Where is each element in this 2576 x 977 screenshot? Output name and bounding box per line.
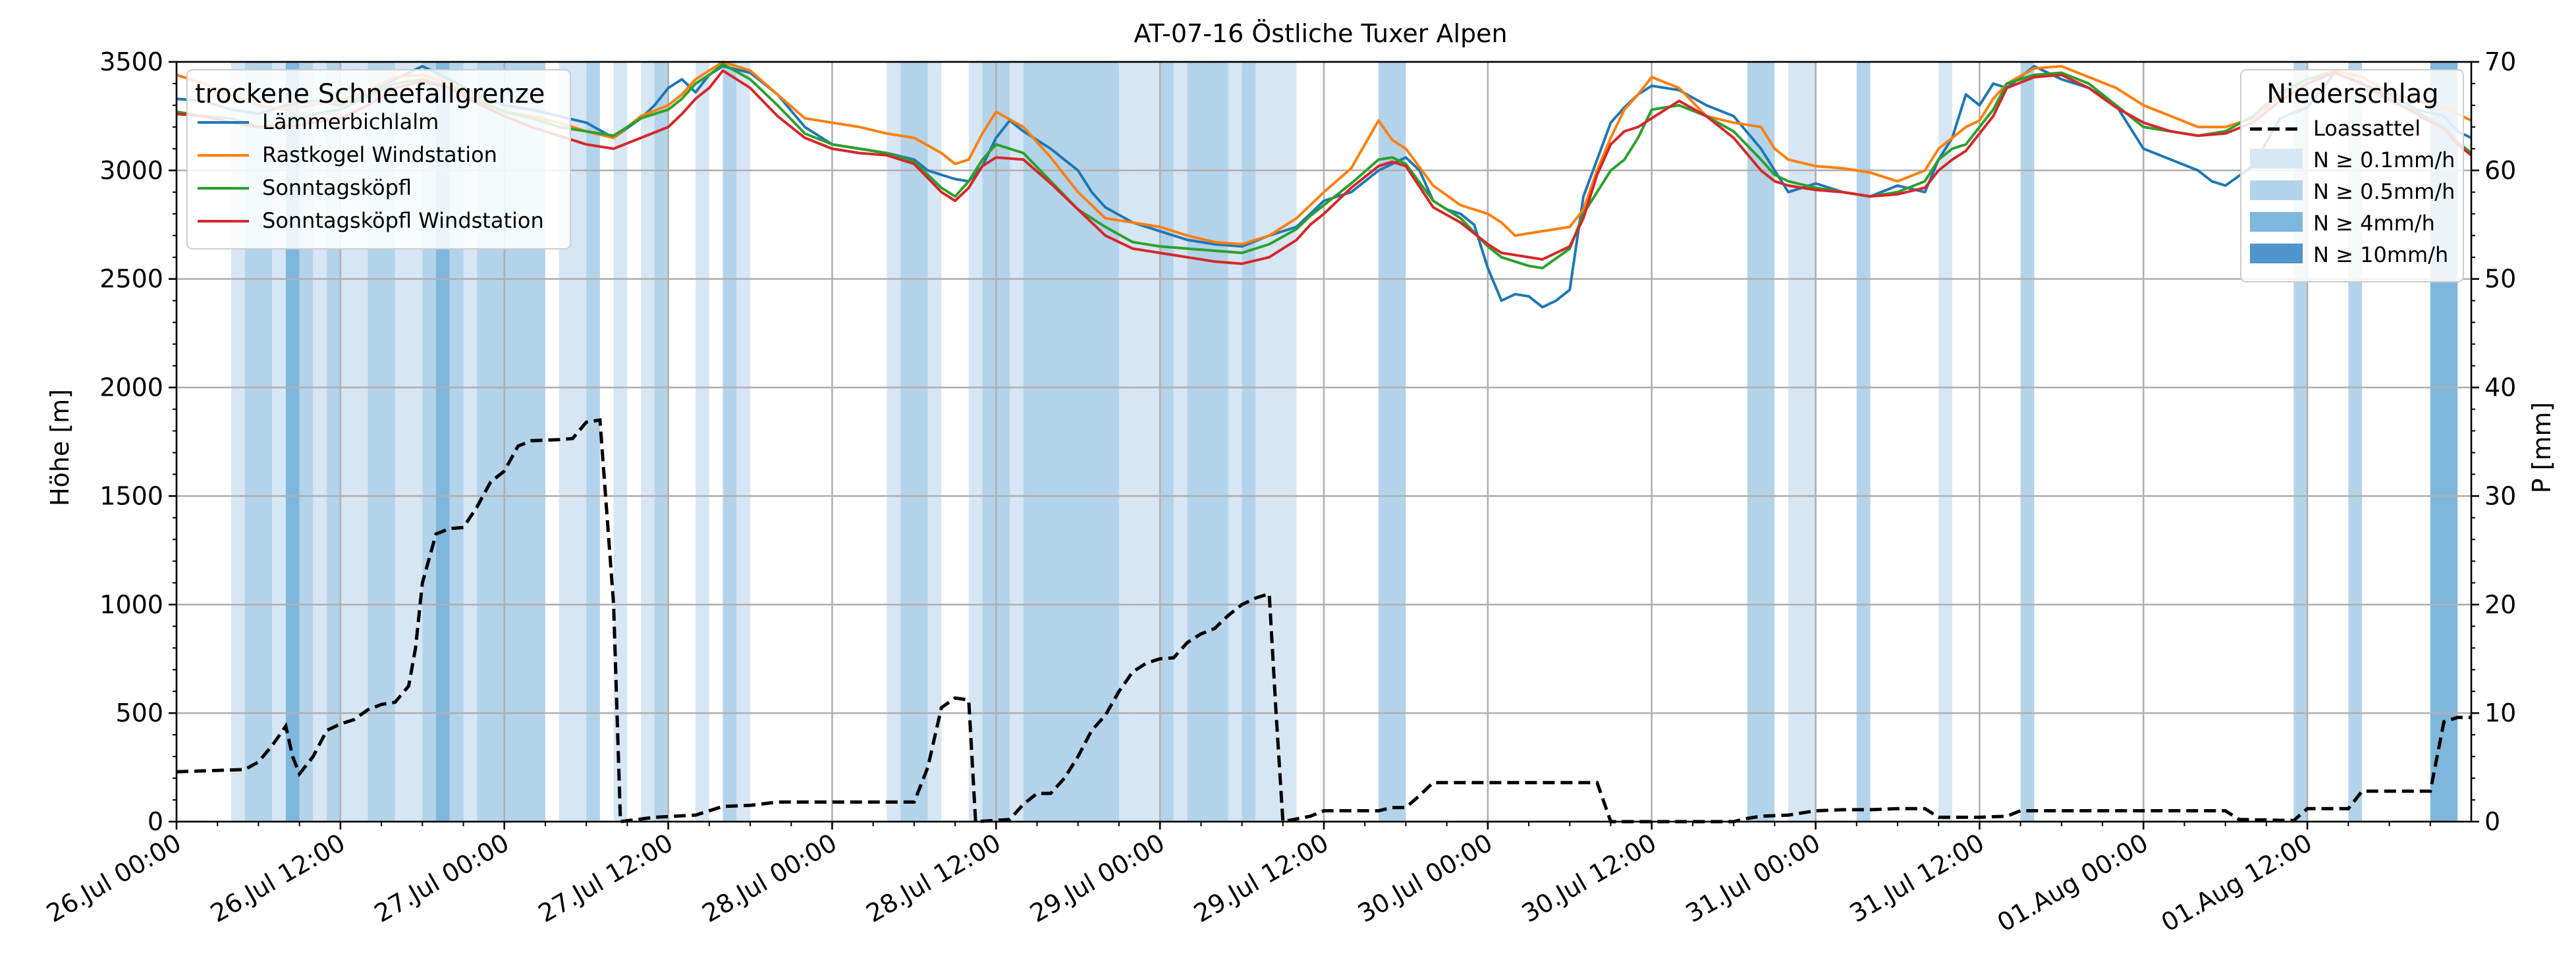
precip-band [463,62,478,822]
precip-band [436,62,450,822]
precip-band [1938,62,1952,822]
x-tick-label: 30.Jul 00:00 [1353,828,1497,928]
legend-entry: Loassattel [2313,116,2421,141]
precip-band [299,62,314,822]
x-tick-label: 26.Jul 12:00 [206,828,350,928]
series-line-l-mmerbichlalm [176,65,2472,309]
y2-tick-label: 70 [2484,47,2516,76]
x-tick-label: 01.Aug 12:00 [2156,828,2317,937]
precip-band [1132,62,1161,822]
precip-line-loassattel [176,418,2471,824]
legend-precip: Niederschlag Loassattel N ≥ 0.1mm/h N ≥ 0.5… [2240,69,2464,282]
precip-band [1118,62,1133,822]
legend-entry: N ≥ 0.5mm/h [2313,179,2455,204]
precip-band [1747,62,1775,822]
y2-tick-label: 60 [2484,156,2516,185]
precip-bands [231,62,2458,822]
x-tick-label: 29.Jul 00:00 [1025,828,1169,928]
precip-band [1242,62,1256,822]
x-tick-label: 31.Jul 12:00 [1845,828,1989,928]
x-tick-label: 30.Jul 12:00 [1517,828,1661,928]
y-tick-label: 3000 [99,156,163,185]
precip-band [927,62,942,822]
x-tick-label: 29.Jul 12:00 [1189,828,1333,928]
y2-tick-label: 0 [2484,807,2500,836]
precip-band [422,62,437,822]
x-tick-label: 01.Aug 00:00 [1992,828,2153,937]
precip-band [723,62,737,822]
x-tick-label: 26.Jul 00:00 [41,828,186,928]
precip-band [613,62,628,822]
precip-band [586,62,600,822]
precip-band [449,62,464,822]
chart-title: AT-07-16 Östliche Tuxer Alpen [1134,19,1507,48]
precip-band [1378,62,1406,822]
x-tick-label: 28.Jul 12:00 [861,828,1005,928]
precip-band [313,62,327,822]
precip-band [231,62,245,822]
legend-title: Niederschlag [2266,79,2438,109]
legend-entry: N ≥ 10mm/h [2313,242,2448,267]
legend-swatch [2250,180,2303,200]
y-tick-label: 2500 [99,265,163,294]
precip-band [736,62,750,822]
y-tick-label: 0 [148,807,163,836]
precip-band [968,62,983,822]
y2-tick-label: 30 [2484,481,2516,510]
y-tick-label: 3500 [99,47,163,76]
precip-band [1856,62,1871,822]
legend-entry: Rastkogel Windstation [262,142,497,167]
precip-band [654,62,669,822]
series-line-sonntagsk-pfl-windstation [176,69,2473,265]
legend-swatch [2250,149,2303,169]
y-tick-label: 1000 [99,590,163,619]
x-tick-label: 31.Jul 00:00 [1681,828,1825,928]
precip-band [1228,62,1242,822]
precip-band [696,62,709,822]
legend-entry: Sonntagsköpfl Windstation [262,208,544,233]
legend-title: trockene Schneefallgrenze [195,79,545,109]
precip-band [1187,62,1228,822]
legend-entry: Sonntagsköpfl [262,175,412,200]
precip-band [900,62,928,822]
precip-band [1173,62,1188,822]
y-tick-label: 2000 [99,373,163,402]
precip-band [2020,62,2035,822]
precip-band [887,62,901,822]
y2-tick-label: 50 [2484,265,2516,294]
y2-axis-label: P [mm] [2527,402,2556,494]
y2-tick-label: 40 [2484,373,2516,402]
precip-band [1023,62,1119,822]
y-tick-label: 500 [115,699,163,727]
series-line-sonntagsk-pfl [176,63,2473,270]
precip-band [1160,62,1174,822]
legend-swatch [2250,244,2303,263]
precip-band [327,62,341,822]
precip-band [1010,62,1024,822]
legend-box [186,69,571,250]
series-lines [176,61,2473,824]
precip-band [272,62,286,822]
precip-band [285,62,300,822]
legend-entry: Lämmerbichlalm [262,109,439,134]
y-axis-label: Höhe [m] [45,389,74,506]
x-tick-label: 27.Jul 12:00 [534,828,678,928]
legend-entry: N ≥ 0.1mm/h [2313,147,2455,172]
x-tick-label: 28.Jul 00:00 [698,828,842,928]
y-tick-label: 1500 [99,481,163,510]
legend-swatch [2250,212,2303,232]
y2-tick-label: 10 [2484,699,2516,727]
precip-band [1788,62,1816,822]
x-tick-label: 27.Jul 00:00 [370,828,514,928]
legend-entry: N ≥ 4mm/h [2313,211,2435,236]
precip-band [641,62,655,822]
y2-tick-label: 20 [2484,590,2516,619]
